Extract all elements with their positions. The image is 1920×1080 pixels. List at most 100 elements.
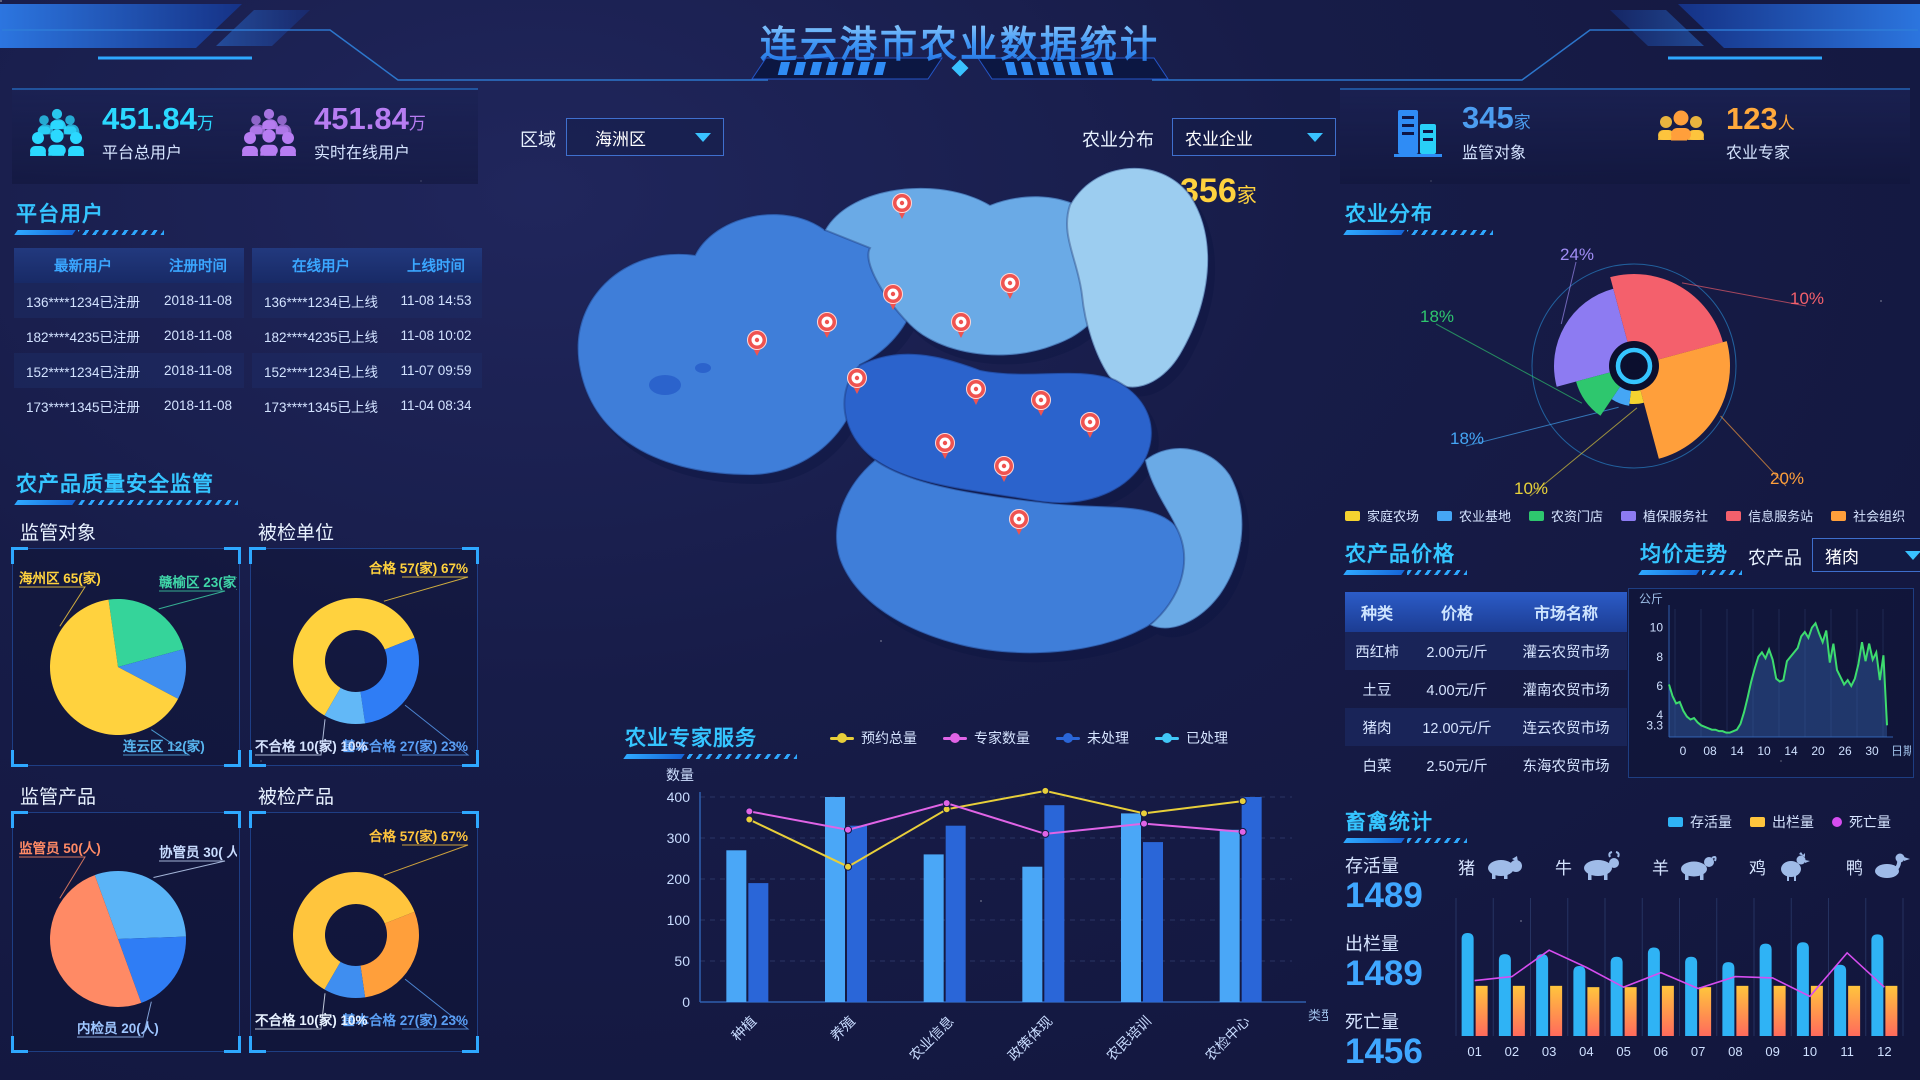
svg-text:10%: 10% xyxy=(1514,479,1548,498)
section-underline xyxy=(623,754,797,759)
subtitle-inspected-units: 被检单位 xyxy=(258,523,335,544)
stat-label: 平台总用户 xyxy=(102,145,183,163)
svg-text:18%: 18% xyxy=(1450,429,1484,448)
map-pin[interactable] xyxy=(892,193,912,220)
legend-item[interactable]: 信息服务站 xyxy=(1726,506,1813,525)
map-pin[interactable] xyxy=(883,284,903,311)
section-underline xyxy=(1343,230,1493,235)
svg-text:18%: 18% xyxy=(1420,307,1454,326)
livestock-stat-value: 1456 xyxy=(1345,1032,1423,1071)
section-price: 农产品价格 xyxy=(1345,543,1455,566)
section-livestock: 畜禽统计 xyxy=(1345,811,1433,834)
鸡-icon xyxy=(1781,852,1810,881)
supervise-products-pie-chart: 协管员 30( 人) 内检员 20(人) 监管员 50(人) xyxy=(19,840,245,1038)
legend-item[interactable]: 农资门店 xyxy=(1529,506,1603,525)
map-pin[interactable] xyxy=(747,330,767,357)
users-icon xyxy=(30,108,84,156)
legend-item[interactable]: 社会组织 xyxy=(1831,506,1905,525)
region-value: 海洲区 xyxy=(595,129,646,149)
inspected-products-donut-chart: 合格 57(家) 67% 基本合格 27(家) 23%不合格 10(家) 10% xyxy=(255,828,470,1030)
experts-icon xyxy=(1658,110,1704,141)
stat-online-users: 451.84万 实时在线用户 xyxy=(238,102,426,164)
stat-supervised: 345家 监管对象 xyxy=(1390,100,1531,163)
svg-text:合格 57(家) 67%: 合格 57(家) 67% xyxy=(369,560,468,576)
svg-text:09: 09 xyxy=(1765,1044,1779,1059)
map-pin[interactable] xyxy=(847,368,867,395)
svg-text:10%: 10% xyxy=(1790,289,1824,308)
svg-text:200: 200 xyxy=(667,871,691,887)
svg-text:公斤: 公斤 xyxy=(1639,592,1663,606)
animal-label: 猪 xyxy=(1458,858,1475,878)
online-table: 在线用户 上线时间 136****1234已上线 11-08 14:53 182****… xyxy=(252,248,482,423)
table-row: 152****1234已上线 11-07 09:59 xyxy=(252,353,482,388)
legend-item[interactable]: 农业基地 xyxy=(1437,506,1511,525)
trend-product-value: 猪肉 xyxy=(1825,547,1859,567)
trend-product-label: 农产品 xyxy=(1748,548,1802,568)
region-dropdown[interactable]: 海洲区 xyxy=(566,118,724,156)
stat-label: 农业专家 xyxy=(1726,145,1791,163)
section-underline xyxy=(14,500,238,505)
map-pin[interactable] xyxy=(817,312,837,339)
distribution-legend: 家庭农场 农业基地 农资门店 植保服务社 信息服务站 社会组织 xyxy=(1345,506,1905,525)
svg-text:01: 01 xyxy=(1467,1044,1481,1059)
svg-text:11: 11 xyxy=(1840,1044,1854,1059)
legend-item[interactable]: 已处理 xyxy=(1155,728,1228,748)
svg-text:不合格 10(家) 10%: 不合格 10(家) 10% xyxy=(255,1012,368,1028)
map-pin[interactable] xyxy=(994,456,1014,483)
svg-text:10: 10 xyxy=(1757,744,1771,758)
svg-text:06: 06 xyxy=(1654,1044,1668,1059)
legend-item[interactable]: 存活量 xyxy=(1668,812,1732,832)
livestock-stat-label: 出栏量 xyxy=(1345,934,1399,954)
map-pin[interactable] xyxy=(951,312,971,339)
distribution-dropdown[interactable]: 农业企业 xyxy=(1172,118,1336,156)
猪-icon xyxy=(1488,856,1522,879)
building-icon xyxy=(1394,110,1442,158)
livestock-legend: 存活量 出栏量 死亡量 xyxy=(1668,812,1891,832)
svg-text:赣榆区 23(家): 赣榆区 23(家) xyxy=(159,574,237,590)
legend-item[interactable]: 家庭农场 xyxy=(1345,506,1419,525)
svg-text:12: 12 xyxy=(1877,1044,1891,1059)
pie-slice xyxy=(50,599,179,735)
legend-item[interactable]: 植保服务社 xyxy=(1621,506,1708,525)
page-title: 连云港市农业数据统计 xyxy=(0,14,1920,68)
animal-item: 牛 xyxy=(1555,850,1622,882)
section-quality: 农产品质量安全监管 xyxy=(16,473,214,496)
section-platform-users: 平台用户 xyxy=(16,203,104,226)
stat-label: 实时在线用户 xyxy=(314,145,411,163)
stat-total-users: 451.84万 平台总用户 xyxy=(26,102,214,164)
map-pin[interactable] xyxy=(1080,412,1100,439)
svg-text:3.3: 3.3 xyxy=(1646,718,1663,732)
svg-text:数量: 数量 xyxy=(666,767,694,783)
chevron-down-icon xyxy=(1307,132,1323,142)
stat-value: 451.84万 xyxy=(102,100,214,136)
animal-label: 牛 xyxy=(1555,858,1572,878)
svg-text:0: 0 xyxy=(1680,744,1687,758)
map-pin[interactable] xyxy=(1000,273,1020,300)
register-table: 最新用户 注册时间 136****1234已注册 2018-11-08 182****4… xyxy=(14,248,244,423)
map-pin[interactable] xyxy=(935,433,955,460)
expert-service-legend: 预约总量 专家数量 未处理 已处理 xyxy=(830,728,1228,748)
svg-text:400: 400 xyxy=(667,789,691,805)
section-underline xyxy=(1343,838,1467,843)
map-pin[interactable] xyxy=(1031,390,1051,417)
trend-product-dropdown[interactable]: 猪肉 xyxy=(1812,538,1920,572)
table-row: 136****1234已上线 11-08 14:53 xyxy=(252,283,482,318)
svg-text:30: 30 xyxy=(1865,744,1879,758)
svg-text:04: 04 xyxy=(1579,1044,1593,1059)
legend-item[interactable]: 专家数量 xyxy=(943,728,1030,748)
pie-slice xyxy=(360,911,419,998)
stat-value: 345家 xyxy=(1462,100,1531,135)
supervise-objects-pie-chart: 赣榆区 23(家) 连云区 12(家) 海州区 65(家) xyxy=(19,570,241,756)
legend-item[interactable]: 出栏量 xyxy=(1750,812,1814,832)
svg-text:连云区 12(家): 连云区 12(家) xyxy=(123,738,205,754)
map-pin[interactable] xyxy=(966,379,986,406)
legend-item[interactable]: 未处理 xyxy=(1056,728,1129,748)
svg-text:不合格 10(家) 10%: 不合格 10(家) 10% xyxy=(255,738,368,754)
users-icon xyxy=(242,108,296,156)
legend-item[interactable]: 死亡量 xyxy=(1832,812,1891,832)
svg-text:基本合格 27(家) 23%: 基本合格 27(家) 23% xyxy=(342,738,468,754)
map-pin[interactable] xyxy=(1009,509,1029,536)
legend-item[interactable]: 预约总量 xyxy=(830,728,917,748)
